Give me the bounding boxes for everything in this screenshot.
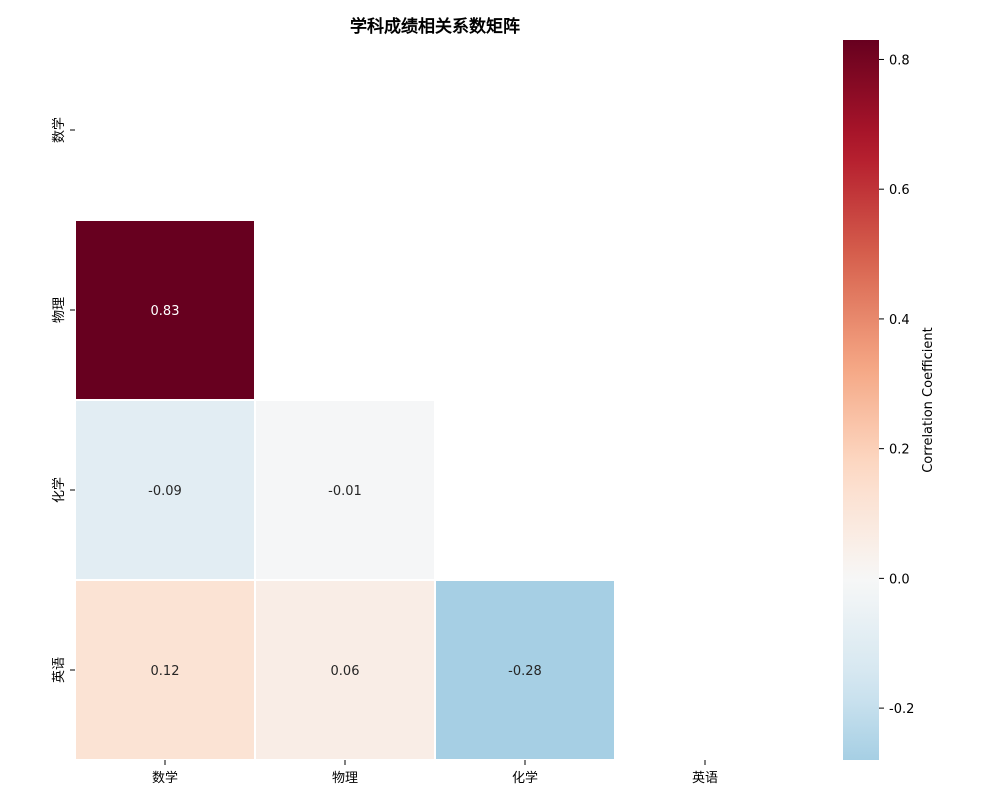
heatmap-cell-label: -0.09 — [148, 484, 182, 499]
heatmap-cell — [256, 401, 434, 579]
heatmap-cell-label: 0.83 — [151, 304, 180, 319]
y-tick-label: 物理 — [52, 297, 67, 323]
y-tick-label: 化学 — [51, 477, 67, 503]
heatmap-cell-label: 0.12 — [151, 664, 180, 679]
heatmap-cell-labels: 0.83 -0.09 -0.01 0.12 0.06 -0.28 — [148, 304, 542, 679]
heatmap-cells — [76, 221, 614, 759]
heatmap-cell-label: 0.06 — [331, 664, 360, 679]
x-axis: 数学 物理 化学 英语 — [152, 760, 718, 786]
y-tick-label: 英语 — [52, 657, 67, 683]
colorbar-tick-label: -0.2 — [889, 702, 914, 717]
heatmap-cell-label: -0.01 — [328, 484, 362, 499]
heatmap-cell — [76, 221, 254, 399]
y-tick-label: 数学 — [51, 117, 67, 143]
heatmap-cell — [256, 581, 434, 759]
colorbar-tick-label: 0.2 — [889, 443, 910, 458]
x-tick-label: 物理 — [332, 771, 358, 786]
heatmap-cell-label: -0.28 — [508, 664, 542, 679]
chart-title: 学科成绩相关系数矩阵 — [350, 16, 520, 37]
colorbar-tick-label: 0.0 — [889, 572, 910, 587]
colorbar-ticks: -0.2 0.0 0.2 0.4 0.6 0.8 — [879, 53, 914, 717]
colorbar-tick-label: 0.6 — [889, 183, 910, 198]
colorbar-tick-label: 0.4 — [889, 313, 910, 328]
heatmap-cell — [436, 581, 614, 759]
colorbar-gradient — [843, 40, 879, 760]
colorbar-tick-label: 0.8 — [889, 53, 910, 68]
x-tick-label: 化学 — [512, 770, 538, 786]
heatmap-cell — [76, 581, 254, 759]
colorbar-title: Correlation Coefficient — [921, 327, 936, 473]
x-tick-label: 英语 — [692, 771, 718, 786]
heatmap-cell — [76, 401, 254, 579]
colorbar: -0.2 0.0 0.2 0.4 0.6 0.8 Correlation Coeffici… — [843, 40, 936, 760]
x-tick-label: 数学 — [152, 770, 178, 786]
